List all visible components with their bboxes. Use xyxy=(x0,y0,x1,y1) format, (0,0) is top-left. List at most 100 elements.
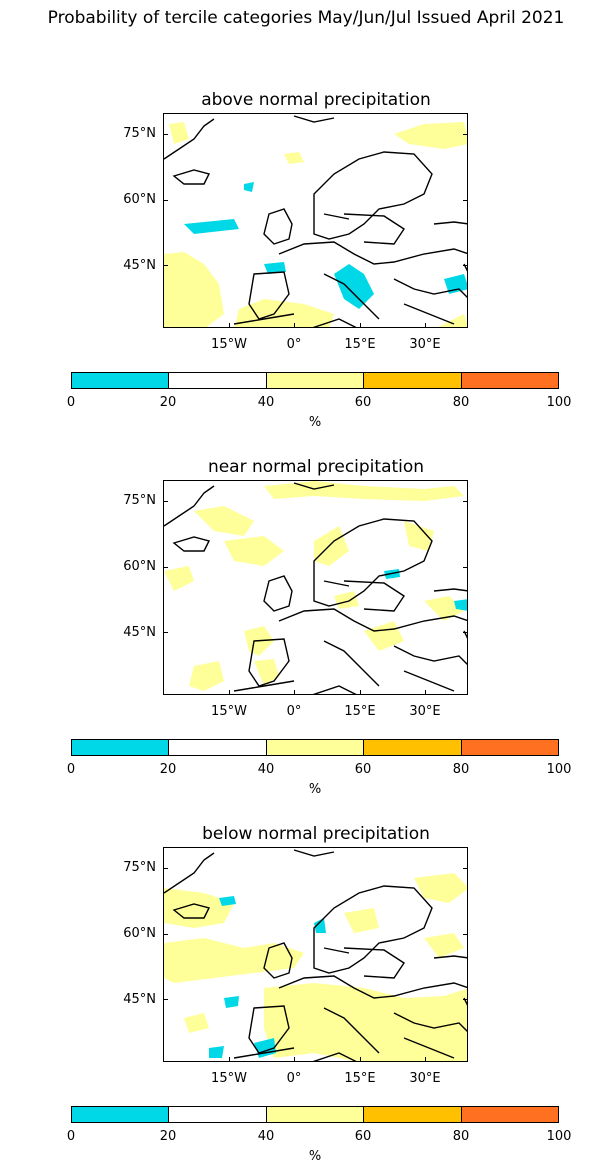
y-tick xyxy=(163,868,168,869)
x-tick xyxy=(425,690,426,695)
colorbar-tick: 40 xyxy=(257,395,275,410)
colorbar-below xyxy=(71,1106,559,1123)
coastlines xyxy=(164,482,467,694)
colorbar-segment xyxy=(72,373,169,388)
colorbar-tick: 0 xyxy=(66,395,76,410)
y-tick xyxy=(163,134,168,135)
lon-label-15e: 15°E xyxy=(344,337,376,352)
map-near-normal xyxy=(163,480,468,695)
lat-label-75n: 75°N xyxy=(123,126,156,141)
lat-label-45n: 45°N xyxy=(123,625,156,640)
map-above-normal xyxy=(163,113,468,328)
colorbar-segment xyxy=(363,740,461,755)
x-tick xyxy=(425,1057,426,1062)
colorbar-unit: % xyxy=(308,1149,322,1164)
colorbar-tick: 100 xyxy=(546,395,572,410)
panel-title-below: below normal precipitation xyxy=(202,824,430,844)
y-tick xyxy=(463,265,468,266)
anomaly-shading xyxy=(164,481,467,691)
x-tick xyxy=(294,323,295,328)
lon-label-0: 0° xyxy=(286,337,302,352)
lon-label-30e: 30°E xyxy=(409,1071,441,1086)
colorbar-tick: 60 xyxy=(354,1129,372,1144)
colorbar-tick: 60 xyxy=(354,395,372,410)
lon-label-30e: 30°E xyxy=(409,704,441,719)
colorbar-tick: 80 xyxy=(452,762,470,777)
x-tick xyxy=(229,1057,230,1062)
lon-label-15w: 15°W xyxy=(211,337,247,352)
lat-label-75n: 75°N xyxy=(123,493,156,508)
x-tick xyxy=(294,690,295,695)
colorbar-tick: 20 xyxy=(159,1129,177,1144)
y-tick xyxy=(463,868,468,869)
colorbar-tick: 0 xyxy=(66,1129,76,1144)
y-tick xyxy=(163,632,168,633)
colorbar-segment xyxy=(460,373,559,388)
lon-label-15w: 15°W xyxy=(211,1071,247,1086)
y-tick xyxy=(463,934,468,935)
y-tick xyxy=(463,200,468,201)
colorbar-segment xyxy=(363,1107,461,1122)
colorbar-tick: 20 xyxy=(159,762,177,777)
colorbar-tick: 100 xyxy=(546,1129,572,1144)
colorbar-unit: % xyxy=(308,782,322,797)
colorbar-tick: 40 xyxy=(257,762,275,777)
lon-label-15e: 15°E xyxy=(344,1071,376,1086)
x-tick xyxy=(229,690,230,695)
lon-label-30e: 30°E xyxy=(409,337,441,352)
colorbar-segment xyxy=(265,1107,364,1122)
x-tick xyxy=(360,690,361,695)
lat-label-45n: 45°N xyxy=(123,992,156,1007)
lat-label-60n: 60°N xyxy=(123,192,156,207)
lat-label-60n: 60°N xyxy=(123,926,156,941)
lat-label-75n: 75°N xyxy=(123,860,156,875)
anomaly-shading xyxy=(164,122,467,327)
y-tick xyxy=(463,501,468,502)
colorbar-tick: 80 xyxy=(452,1129,470,1144)
lon-label-15w: 15°W xyxy=(211,704,247,719)
y-tick xyxy=(463,134,468,135)
map-below-normal xyxy=(163,847,468,1062)
colorbar-above xyxy=(71,372,559,389)
y-tick xyxy=(463,567,468,568)
lat-label-60n: 60°N xyxy=(123,559,156,574)
colorbar-segment xyxy=(265,740,364,755)
colorbar-tick: 100 xyxy=(546,762,572,777)
x-tick xyxy=(425,323,426,328)
colorbar-unit: % xyxy=(308,415,322,430)
colorbar-segment xyxy=(168,740,266,755)
colorbar-near xyxy=(71,739,559,756)
colorbar-segment xyxy=(72,1107,169,1122)
panel-title-near: near normal precipitation xyxy=(207,457,425,477)
anomaly-shading xyxy=(164,873,467,1061)
colorbar-tick: 60 xyxy=(354,762,372,777)
figure-title: Probability of tercile categories May/Ju… xyxy=(47,8,565,28)
x-tick xyxy=(360,323,361,328)
colorbar-tick: 20 xyxy=(159,395,177,410)
coastlines xyxy=(164,115,467,327)
y-tick xyxy=(163,934,168,935)
colorbar-tick: 0 xyxy=(66,762,76,777)
y-tick xyxy=(463,999,468,1000)
colorbar-tick: 40 xyxy=(257,1129,275,1144)
colorbar-segment xyxy=(363,373,461,388)
lon-label-15e: 15°E xyxy=(344,704,376,719)
x-tick xyxy=(294,1057,295,1062)
colorbar-segment xyxy=(460,740,559,755)
y-tick xyxy=(163,999,168,1000)
colorbar-segment xyxy=(460,1107,559,1122)
lat-label-45n: 45°N xyxy=(123,258,156,273)
colorbar-segment xyxy=(265,373,364,388)
panel-title-above: above normal precipitation xyxy=(201,90,431,110)
x-tick xyxy=(360,1057,361,1062)
y-tick xyxy=(163,501,168,502)
coastlines xyxy=(164,849,467,1061)
colorbar-segment xyxy=(168,1107,266,1122)
x-tick xyxy=(229,323,230,328)
lon-label-0: 0° xyxy=(286,704,302,719)
lon-label-0: 0° xyxy=(286,1071,302,1086)
y-tick xyxy=(163,567,168,568)
y-tick xyxy=(163,200,168,201)
y-tick xyxy=(163,265,168,266)
colorbar-segment xyxy=(168,373,266,388)
